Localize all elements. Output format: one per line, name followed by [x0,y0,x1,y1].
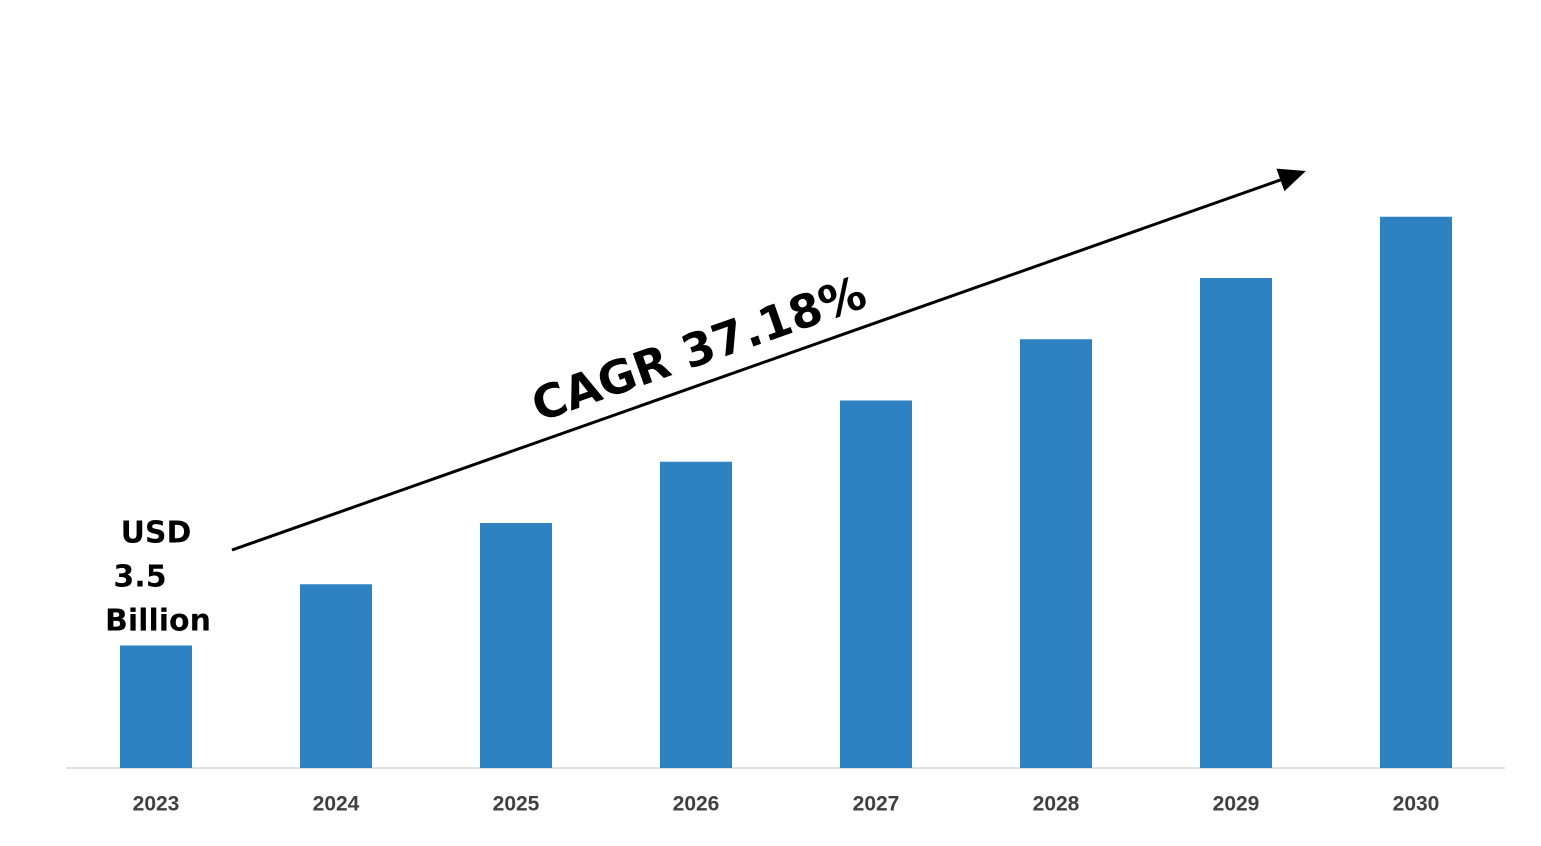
bar [660,461,732,768]
bar [840,400,912,768]
value-label: USD 3.5 Billion [105,515,211,638]
value-label-line: Billion [105,603,211,638]
cagr-annotation: CAGR 37.18% [525,265,873,432]
x-tick-label: 2023 [133,793,180,816]
x-tick-label: 2026 [673,793,720,816]
bar [1020,339,1092,768]
bar [1380,216,1452,768]
x-tick-label: 2029 [1213,793,1260,816]
x-tick-label: 2028 [1033,793,1080,816]
x-tick-label: 2024 [313,793,360,816]
x-tick-label: 2025 [493,793,540,816]
x-tick-label: 2027 [853,793,900,816]
bar [300,584,372,768]
x-tick-label: 2030 [1393,793,1440,816]
value-label-line: 3.5 [113,559,166,594]
bar [120,645,192,768]
value-label-line: USD [121,515,192,550]
bar [1200,278,1272,768]
bar [480,523,552,768]
growth-arrow [231,168,1306,552]
